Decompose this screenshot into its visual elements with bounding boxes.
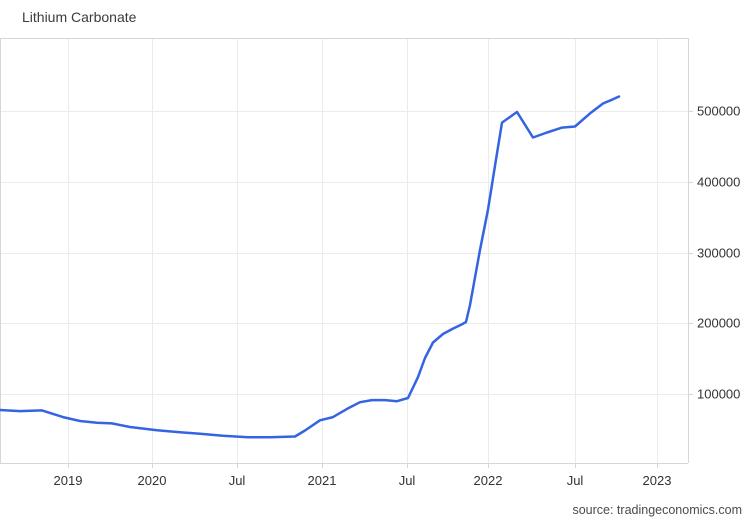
x-axis-tick-label: Jul bbox=[228, 473, 246, 488]
y-axis-tick-label: 200000 bbox=[697, 315, 741, 331]
series-line-lithium-carbonate[interactable] bbox=[0, 95, 621, 439]
x-axis-tick-label: 2023 bbox=[642, 473, 672, 488]
y-axis-tick-label: 500000 bbox=[697, 103, 741, 119]
x-axis-tick-label: 2019 bbox=[53, 473, 83, 488]
x-axis-tick-label: 2021 bbox=[307, 473, 337, 488]
chart-title: Lithium Carbonate bbox=[22, 9, 137, 25]
x-axis-tick-label: 2022 bbox=[473, 473, 503, 488]
x-axis-tick-label: 2020 bbox=[137, 473, 167, 488]
source-attribution: source: tradingeconomics.com bbox=[572, 503, 742, 517]
y-axis-tick-label: 300000 bbox=[697, 245, 741, 261]
x-axis-tick-label: Jul bbox=[566, 473, 584, 488]
y-axis-tick-label: 400000 bbox=[697, 174, 741, 190]
x-axis-tick-label: Jul bbox=[398, 473, 416, 488]
y-axis-tick-label: 100000 bbox=[697, 386, 741, 402]
